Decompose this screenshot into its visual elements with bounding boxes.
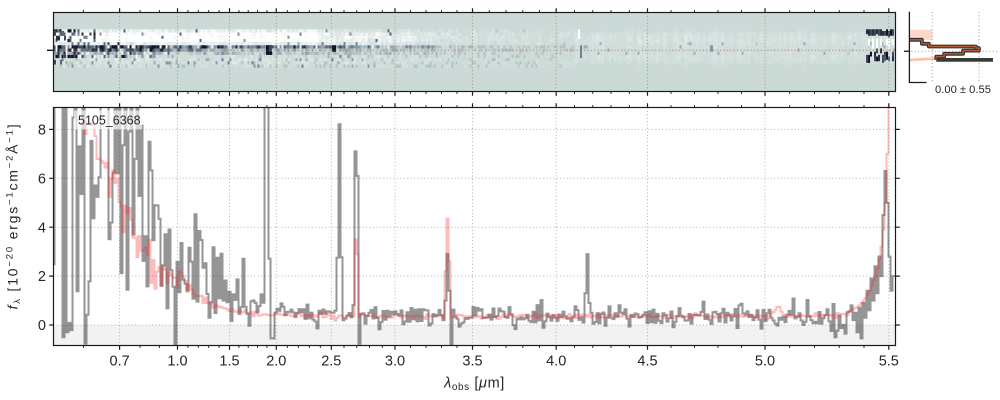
svg-text:λobs [μm]: λobs [μm] <box>443 375 505 393</box>
svg-text:0.00 ± 0.55: 0.00 ± 0.55 <box>935 84 991 96</box>
svg-text:2.0: 2.0 <box>266 354 286 370</box>
svg-text:3.0: 3.0 <box>385 354 405 370</box>
svg-text:4.0: 4.0 <box>546 354 566 370</box>
svg-text:3.5: 3.5 <box>462 354 482 370</box>
svg-text:2.5: 2.5 <box>321 354 341 370</box>
svg-text:5.0: 5.0 <box>755 354 775 370</box>
svg-text:5.5: 5.5 <box>879 354 899 370</box>
svg-text:2: 2 <box>38 269 46 285</box>
svg-text:6: 6 <box>38 171 46 187</box>
svg-text:0.7: 0.7 <box>110 354 130 370</box>
svg-text:0: 0 <box>38 318 46 334</box>
svg-text:5105_6368: 5105_6368 <box>78 114 141 128</box>
svg-text:1.5: 1.5 <box>219 354 239 370</box>
svg-text:fλ [10−20 ergs−1cm−2Å−1]: fλ [10−20 ergs−1cm−2Å−1] <box>5 123 24 310</box>
svg-text:4.5: 4.5 <box>637 354 657 370</box>
svg-text:1.0: 1.0 <box>167 354 187 370</box>
svg-text:8: 8 <box>38 123 46 139</box>
svg-text:4: 4 <box>38 220 46 236</box>
